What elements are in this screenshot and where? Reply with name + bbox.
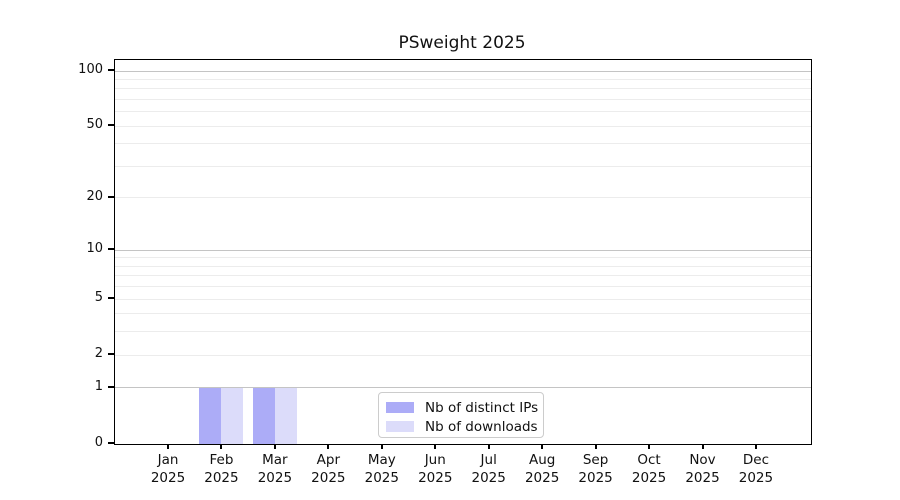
x-tick-label: Jul 2025 [457,451,521,487]
y-gridline-minor [115,78,811,80]
y-tick [108,385,114,388]
x-tick [541,444,544,449]
x-tick-label: Aug 2025 [510,451,574,487]
x-tick-label: May 2025 [350,451,414,487]
y-gridline-minor [115,197,811,199]
legend: Nb of distinct IPs Nb of downloads [378,392,544,438]
x-tick-year-label: 2025 [257,470,293,486]
x-tick-label: Feb 2025 [189,451,253,487]
y-tick [108,195,114,198]
x-tick-label: Mar 2025 [243,451,307,487]
x-tick-year-label: 2025 [364,470,399,486]
x-tick-year-label: 2025 [578,470,613,486]
x-tick-label: Nov 2025 [671,451,735,487]
y-gridline-minor [115,143,811,145]
y-gridline-minor [115,298,811,300]
y-gridline-minor [115,313,811,315]
y-tick [108,69,114,71]
x-tick-year-label: 2025 [311,470,346,486]
x-tick [167,444,169,449]
x-tick-year-label: 2025 [631,470,667,486]
bar-downloads [274,387,297,444]
x-tick [327,444,330,449]
y-gridline-major [115,387,811,389]
y-tick [108,297,114,300]
y-tick-label: 0 [94,435,103,450]
legend-label-distinct-ips: Nb of distinct IPs [425,399,539,416]
y-tick-label: 1 [94,378,103,394]
legend-swatch-downloads [386,421,414,432]
y-gridline-major [115,249,811,251]
y-tick-label: 50 [86,117,103,133]
bar-distinct-ips [199,387,222,444]
x-tick-label: Jan 2025 [136,451,200,487]
x-tick-year-label: 2025 [738,470,774,486]
x-tick-label: Dec 2025 [724,451,788,487]
x-tick-label: Jun 2025 [403,451,467,487]
y-gridline-minor [115,331,811,333]
y-gridline-minor [115,354,811,356]
y-gridline-major [115,70,811,72]
y-gridline-minor [115,111,811,113]
x-tick [754,444,757,449]
y-tick-label: 20 [86,188,103,204]
x-tick-year-label: 2025 [471,470,506,486]
y-tick [108,124,114,127]
plot-area [114,59,812,445]
y-gridline-minor [115,98,811,100]
x-tick-year-label: 2025 [204,470,239,486]
x-tick-year-label: 2025 [524,470,560,486]
y-gridline-minor [115,257,811,259]
x-tick [380,444,383,449]
x-tick [273,444,276,449]
y-gridline-minor [115,275,811,277]
x-tick [648,444,651,449]
chart-title: PSweight 2025 [398,33,526,53]
x-tick [434,444,437,449]
x-tick-label: Apr 2025 [296,451,360,487]
x-tick [487,444,490,449]
x-tick [701,444,704,449]
y-gridline-minor [115,286,811,288]
x-tick-year-label: 2025 [150,470,186,486]
y-gridline-minor [115,125,811,127]
x-tick-label: Sep 2025 [564,451,628,487]
y-tick [108,353,114,356]
x-tick [220,444,223,449]
bar-distinct-ips [252,387,275,444]
bar-downloads [221,387,244,444]
y-tick [108,442,114,444]
y-tick-label: 5 [94,290,103,306]
y-tick [108,248,114,251]
y-tick-label: 100 [78,62,103,77]
y-tick-label: 2 [94,346,103,362]
legend-item-downloads: Nb of downloads [379,417,543,436]
legend-swatch-distinct-ips [386,402,414,413]
legend-label-downloads: Nb of downloads [425,418,538,435]
y-gridline-minor [115,88,811,90]
x-tick-label: Oct 2025 [617,451,681,487]
y-gridline-minor [115,265,811,267]
y-gridline-minor [115,165,811,167]
y-tick-label: 10 [86,241,103,257]
x-tick-year-label: 2025 [685,470,720,486]
legend-item-distinct-ips: Nb of distinct IPs [379,398,543,417]
x-tick-year-label: 2025 [418,470,453,486]
x-tick [594,444,597,449]
